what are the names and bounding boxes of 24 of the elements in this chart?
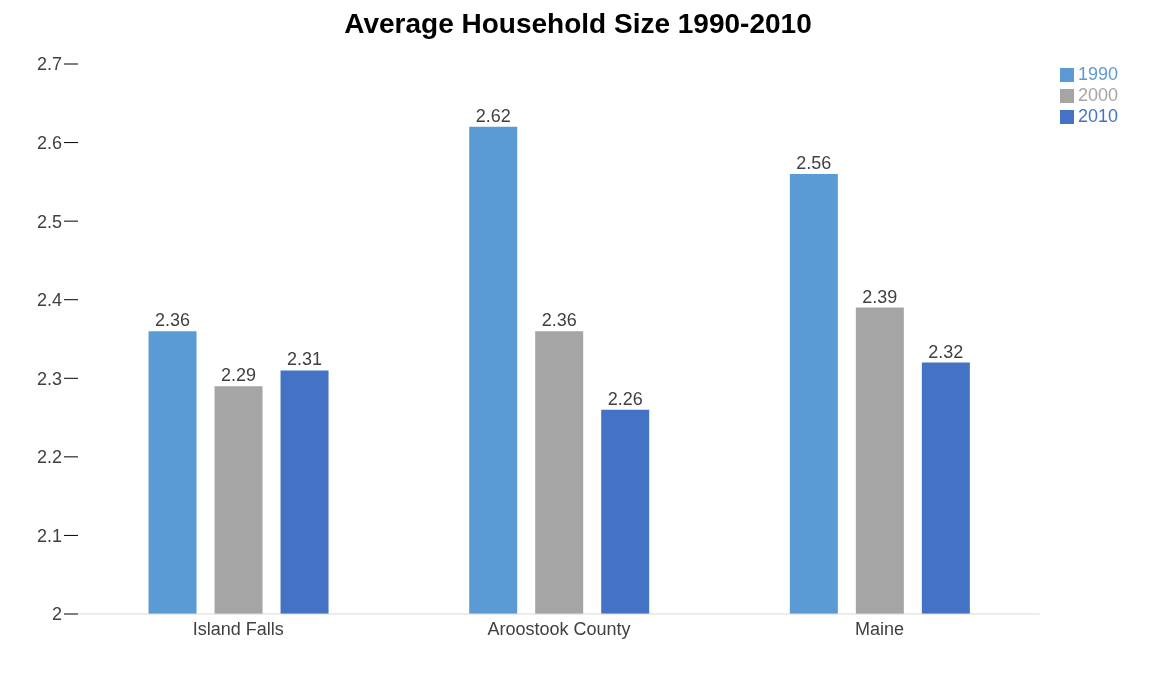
x-tick-label: Maine — [855, 618, 905, 639]
data-label: 2.26 — [607, 388, 643, 409]
x-tick-label: Island Falls — [192, 618, 284, 639]
data-label: 2.36 — [541, 310, 577, 331]
data-label: 2.29 — [221, 365, 257, 386]
y-tick-label: 2.4 — [36, 290, 62, 311]
legend-label: 2000 — [1077, 85, 1118, 105]
data-label: 2.31 — [287, 349, 323, 370]
y-tick-label: 2.2 — [36, 447, 62, 468]
y-tick-label: 2 — [51, 604, 62, 625]
y-tick-label: 2.1 — [36, 525, 62, 546]
y-tick-label: 2.6 — [36, 132, 62, 153]
chart-title: Average Household Size 1990-2010 — [343, 8, 813, 40]
y-tick-label: 2.3 — [36, 368, 62, 389]
data-label: 2.32 — [928, 341, 964, 362]
legend-label: 1990 — [1077, 64, 1118, 84]
x-tick-label: Aroostook County — [487, 618, 631, 639]
data-label: 2.39 — [862, 286, 898, 307]
data-label: 2.36 — [155, 310, 191, 331]
data-label: 2.56 — [796, 153, 832, 173]
y-tick-label: 2.7 — [36, 54, 62, 75]
data-label: 2.62 — [475, 105, 511, 126]
legend-label: 2010 — [1077, 106, 1118, 126]
y-tick-label: 2.5 — [36, 211, 62, 232]
